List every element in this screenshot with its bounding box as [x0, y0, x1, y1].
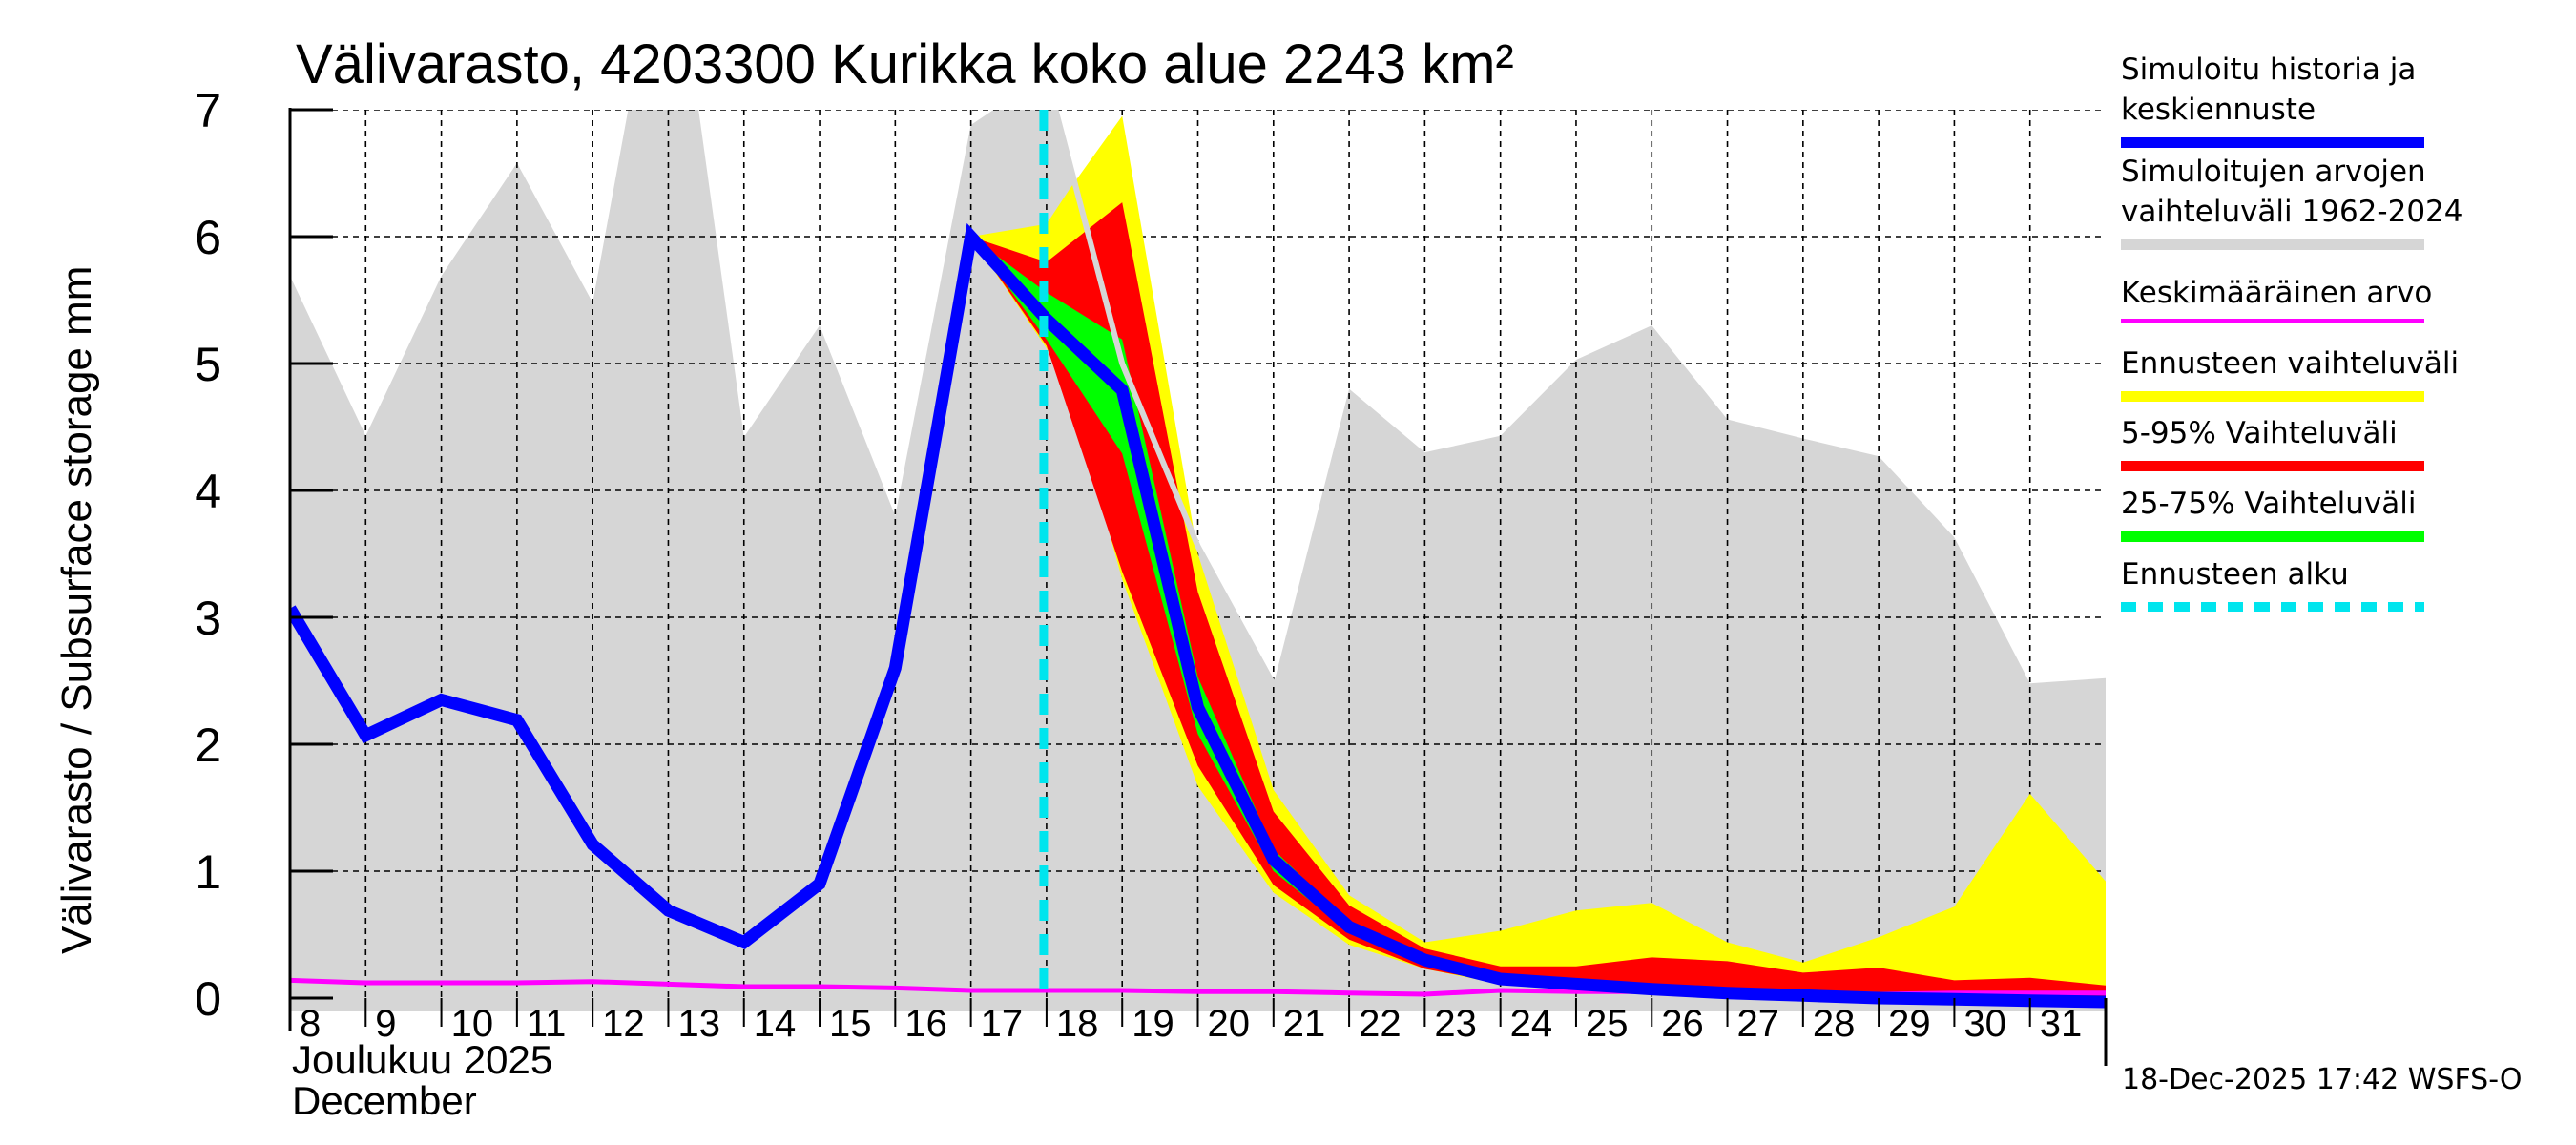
axes — [288, 108, 2108, 1066]
x-tick-label: 18 — [1056, 1003, 1099, 1045]
y-tick-label: 2 — [195, 718, 221, 772]
x-tick-label: 28 — [1813, 1003, 1856, 1045]
y-tick-label: 1 — [195, 845, 221, 899]
plot-area — [290, 110, 2106, 1011]
x-tick-label: 23 — [1434, 1003, 1477, 1045]
chart-title: Välivarasto, 4203300 Kurikka koko alue 2… — [296, 33, 1514, 95]
p5-95-area — [970, 202, 2106, 1003]
x-tick-label: 30 — [1963, 1003, 2006, 1045]
x-tick-labels: 8 9 10 11 12 13 14 15 16 17 18 19 20 21 22 23 24 25 26 27 28… — [300, 1003, 2082, 1045]
x-tick-label: 14 — [754, 1003, 797, 1045]
sim-range-upper-line — [1052, 110, 1277, 686]
legend-swatch — [2121, 319, 2424, 323]
x-tick-label: 24 — [1510, 1003, 1553, 1045]
x-tick-label: 29 — [1888, 1003, 1931, 1045]
x-tick-label: 17 — [981, 1003, 1024, 1045]
legend-label: Ennusteen alku — [2121, 557, 2349, 592]
legend-swatch — [2121, 137, 2424, 148]
legend-label: 5-95% Vaihteluväli — [2121, 416, 2398, 450]
y-tick-label: 6 — [195, 211, 221, 264]
legend-label: 25-75% Vaihteluväli — [2121, 487, 2417, 521]
x-tick-label: 9 — [375, 1003, 396, 1045]
legend-item: Simuloitujen arvojen vaihteluväli 1962-20… — [2121, 155, 2462, 250]
y-tick-label: 4 — [195, 465, 221, 518]
x-tick-label: 20 — [1208, 1003, 1251, 1045]
legend-swatch — [2121, 239, 2424, 250]
x-axis-month-en: December — [292, 1078, 477, 1123]
x-tick-label: 13 — [677, 1003, 720, 1045]
y-tick-labels: 0 1 2 3 4 5 6 7 — [195, 84, 221, 1026]
y-tick-label: 3 — [195, 592, 221, 645]
y-tick-label: 5 — [195, 338, 221, 391]
legend-label: keskiennuste — [2121, 93, 2316, 127]
legend-item: Ennusteen vaihteluväli — [2121, 346, 2459, 402]
x-tick-label: 26 — [1661, 1003, 1704, 1045]
legend-item: 5-95% Vaihteluväli — [2121, 416, 2424, 471]
x-axis-month-fi: Joulukuu 2025 — [292, 1037, 552, 1082]
x-tick-label: 22 — [1359, 1003, 1402, 1045]
legend-label: Simuloitujen arvojen — [2121, 155, 2426, 189]
y-tick-label: 0 — [195, 972, 221, 1026]
legend-label: vaihteluväli 1962-2024 — [2121, 195, 2462, 229]
x-tick-label: 15 — [829, 1003, 872, 1045]
x-tick-label: 31 — [2040, 1003, 2083, 1045]
x-tick-label: 19 — [1132, 1003, 1174, 1045]
x-tick-label: 21 — [1283, 1003, 1326, 1045]
legend-swatch — [2121, 531, 2424, 542]
legend-item: Keskimääräinen arvo — [2121, 276, 2432, 323]
legend-swatch — [2121, 461, 2424, 471]
x-tick-label: 27 — [1737, 1003, 1780, 1045]
legend-item: Simuloitu historia ja keskiennuste — [2121, 52, 2424, 148]
y-axis-label: Välivarasto / Subsurface storage mm — [53, 266, 100, 954]
timestamp: 18-Dec-2025 17:42 WSFS-O — [2122, 1063, 2523, 1096]
legend: Simuloitu historia jakeskiennusteSimuloi… — [2121, 52, 2462, 612]
legend-label: Simuloitu historia ja — [2121, 52, 2416, 87]
x-tick-label: 10 — [451, 1003, 494, 1045]
x-tick-label: 25 — [1586, 1003, 1629, 1045]
y-tick-label: 7 — [195, 84, 221, 137]
legend-item: 25-75% Vaihteluväli — [2121, 487, 2424, 542]
legend-swatch — [2121, 391, 2424, 402]
legend-label: Keskimääräinen arvo — [2121, 276, 2432, 310]
x-tick-label: 16 — [904, 1003, 947, 1045]
x-tick-label: 11 — [527, 1003, 567, 1045]
legend-item: Ennusteen alku — [2121, 557, 2424, 612]
x-tick-label: 12 — [602, 1003, 645, 1045]
legend-label: Ennusteen vaihteluväli — [2121, 346, 2459, 381]
history-median-line — [290, 222, 2106, 1009]
x-tick-label: 8 — [300, 1003, 321, 1045]
